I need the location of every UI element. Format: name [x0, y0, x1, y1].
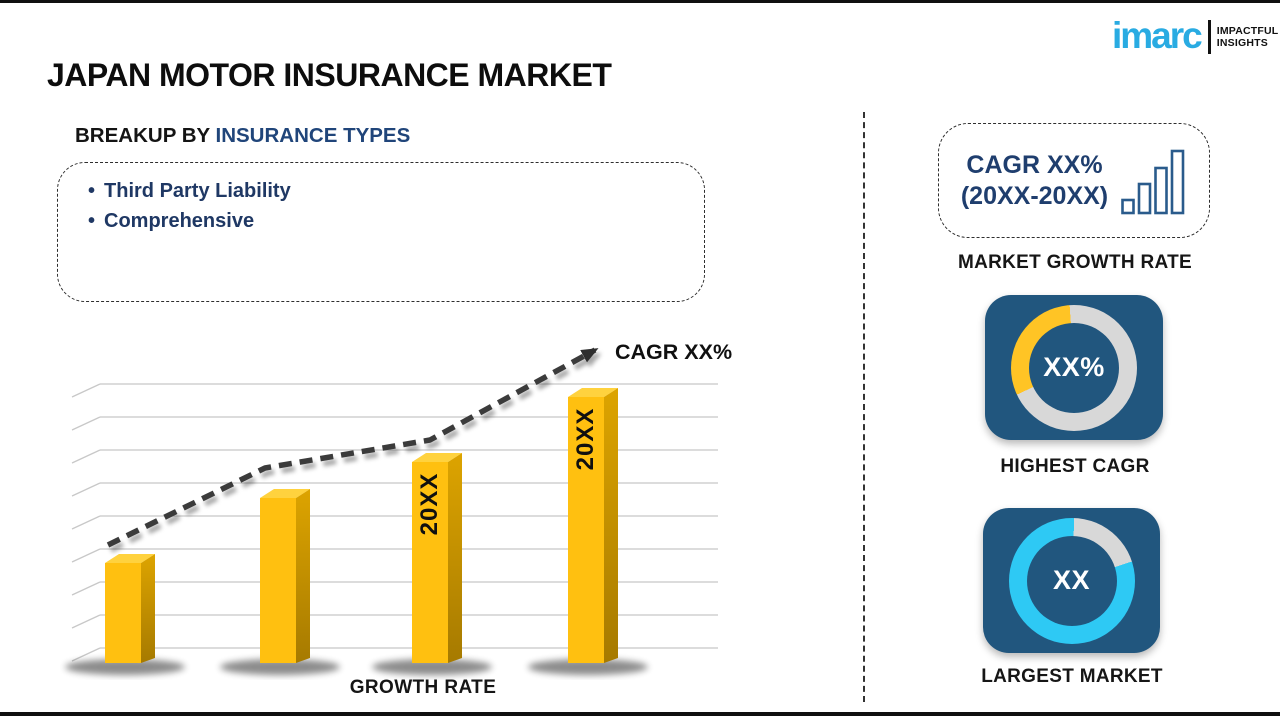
market-growth-rate-caption: MARKET GROWTH RATE: [957, 252, 1193, 273]
insurance-types-box: • Third Party Liability • Comprehensive: [57, 162, 705, 302]
trend-arrow: [106, 347, 599, 548]
list-item-label: Third Party Liability: [104, 180, 291, 202]
growth-rate-bar-chart: 20XX 20XX: [65, 347, 718, 675]
imarc-logo: imarc IMPACTFUL INSIGHTS: [1112, 16, 1278, 54]
chart-gridlines: [71, 383, 718, 662]
list-item-label: Comprehensive: [104, 210, 255, 232]
growth-box-text: CAGR XX% (20XX-20XX): [961, 150, 1108, 211]
x-axis-label: GROWTH RATE: [349, 677, 497, 698]
bar-year-label: 20XX: [416, 473, 443, 536]
list-item: • Third Party Liability: [88, 176, 684, 206]
bullet-icon: •: [88, 210, 96, 232]
logo-tagline: IMPACTFUL INSIGHTS: [1217, 25, 1279, 49]
logo-divider: [1207, 20, 1211, 54]
breakup-heading-prefix: BREAKUP BY: [75, 124, 216, 147]
imarc-wordmark: imarc: [1112, 14, 1203, 56]
breakup-heading: BREAKUP BY INSURANCE TYPES: [75, 124, 410, 148]
list-item: • Comprehensive: [88, 206, 684, 236]
section-divider: [863, 112, 865, 702]
bar-year-label: 20XX: [572, 408, 599, 471]
growth-box-line1: CAGR XX%: [966, 151, 1103, 179]
donut-hole: [1026, 535, 1117, 626]
largest-market-tile: XX: [983, 508, 1160, 653]
chart-bars: 20XX 20XX: [65, 388, 648, 675]
largest-market-caption: LARGEST MARKET: [981, 666, 1163, 687]
market-growth-rate-box: CAGR XX% (20XX-20XX): [938, 123, 1210, 238]
highest-cagr-value: XX%: [1043, 352, 1105, 382]
growth-box-line2: (20XX-20XX): [960, 181, 1109, 210]
logo-tagline-bottom: INSIGHTS: [1216, 37, 1268, 49]
page-title: JAPAN MOTOR INSURANCE MARKET: [47, 57, 612, 93]
bullet-icon: •: [88, 180, 96, 202]
highest-cagr-caption: HIGHEST CAGR: [1000, 456, 1150, 477]
largest-market-donut-chart: XX: [1008, 517, 1135, 644]
highest-cagr-tile: XX%: [985, 295, 1163, 440]
highest-cagr-donut-chart: XX%: [1011, 304, 1137, 431]
bottom-rule: [0, 712, 1280, 716]
largest-market-value: XX: [1052, 565, 1091, 595]
bar-chart-icon: [1121, 149, 1185, 214]
breakup-heading-highlight: INSURANCE TYPES: [215, 124, 411, 147]
donut-hole: [1029, 322, 1119, 413]
cagr-annotation: CAGR XX%: [615, 340, 733, 364]
top-rule: [0, 0, 1280, 3]
logo-tagline-top: IMPACTFUL: [1216, 24, 1279, 37]
